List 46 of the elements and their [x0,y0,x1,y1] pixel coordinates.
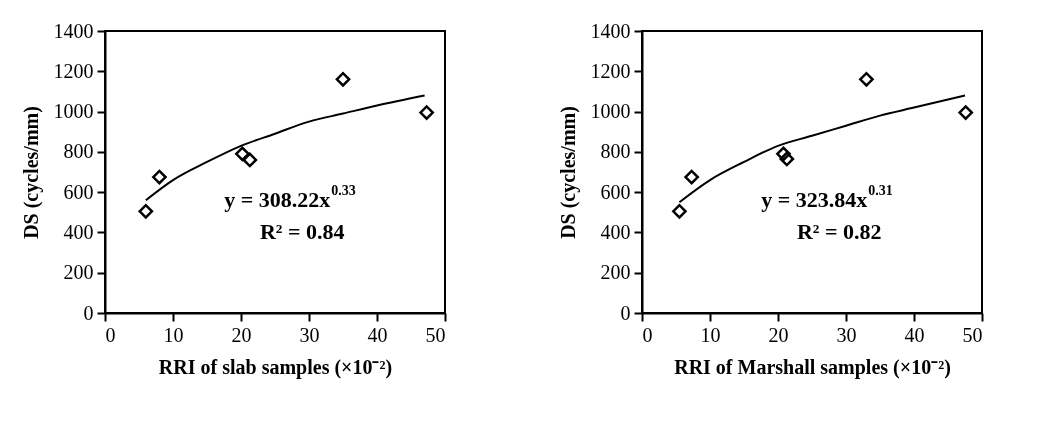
annotation: R² = 0.84 [259,219,345,245]
x-axis-title: RRI of slab samples (×10⁻²) [158,355,393,379]
y-tick-label: 400 [600,220,631,243]
point [859,71,874,87]
x-tick-label: 0 [105,323,116,346]
y-tick-label: 600 [63,180,94,203]
point [138,203,154,219]
x-tick-label: 50 [962,323,983,346]
y-tick-label: 400 [63,220,94,243]
point [779,151,795,167]
annotation: R² = 0.82 [796,219,882,245]
point [242,152,258,168]
x-tick-label: 10 [700,323,721,346]
x-tick-label: 10 [163,323,184,346]
point [672,203,687,219]
point [776,146,791,162]
point [152,169,167,185]
y-tick-label: 1400 [590,19,631,42]
x-tick-label: 50 [425,323,446,346]
x-tick-label: 40 [367,323,388,346]
x-axis-title: RRI of Marshall samples (×10⁻²) [674,355,951,379]
y-tick-label: 600 [600,180,631,203]
y-tick-label: 1000 [590,100,631,123]
y-tick-label: 200 [63,261,94,284]
y-axis-title: DS (cycles/mm) [556,106,580,239]
point [335,71,351,87]
x-tick-label: 30 [299,323,320,346]
x-tick-label: 20 [768,323,789,346]
point [419,105,435,120]
y-tick-label: 1200 [53,59,94,82]
y-tick-label: 200 [600,261,631,284]
point [234,146,250,162]
y-tick-label: 1000 [53,100,94,123]
x-tick-label: 0 [642,323,653,346]
y-tick-label: 1400 [53,19,94,42]
x-tick-label: 20 [231,323,252,346]
y-axis-title: DS (cycles/mm) [19,106,43,239]
y-tick-label: 0 [83,301,94,324]
x-tick-label: 40 [904,323,925,346]
point [958,105,974,120]
y-tick-label: 800 [63,140,94,163]
y-tick-label: 1200 [590,59,631,82]
y-tick-label: 800 [600,140,631,163]
x-tick-label: 30 [836,323,857,346]
point [684,169,700,185]
y-tick-label: 0 [620,301,631,324]
